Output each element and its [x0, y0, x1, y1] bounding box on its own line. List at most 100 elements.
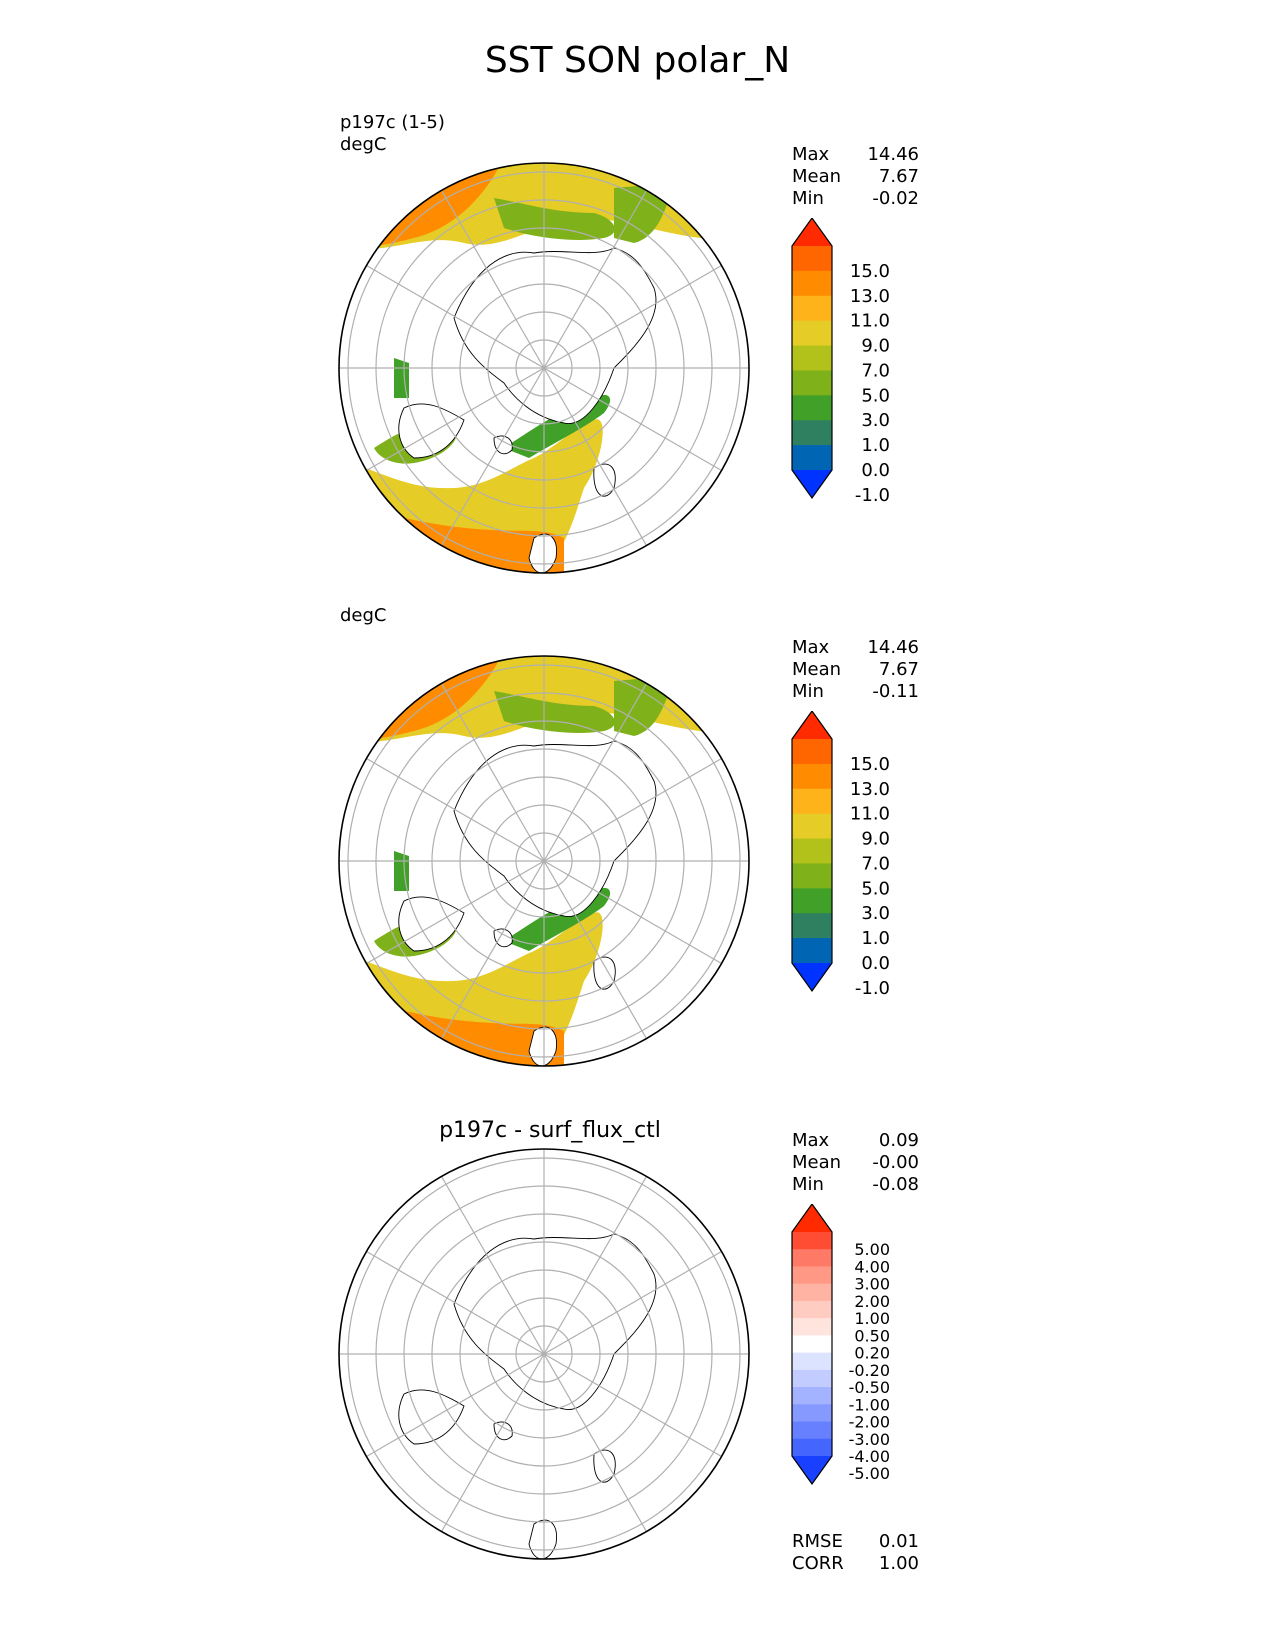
colorbar: 15.0 13.0 11.0 9.0 7.0 5.0 3.0 1.0 0.0 -1.0: [791, 218, 890, 506]
colorbar-segment: [792, 763, 832, 790]
colorbar-tick-label: 9.0: [861, 829, 890, 850]
meridian-line: [366, 1250, 722, 1458]
panel-difference: p197c - surf_flux_ctl Max 0.09 Mean -0.00 …: [0, 1086, 1275, 1586]
stat-min: Min -0.08: [792, 1174, 919, 1195]
colorbar-segment: [792, 863, 832, 889]
panel-left-label: p197c (1-5) degC: [340, 112, 445, 155]
colorbar-tick-label: 11.0: [850, 311, 890, 332]
colorbar-segment: [792, 1266, 832, 1285]
stat-rmse: RMSE 0.01: [792, 1531, 919, 1552]
colorbar-tick-label: 3.00: [854, 1275, 890, 1294]
map-content: [339, 163, 749, 573]
colorbar-segment: [792, 813, 832, 840]
colorbar-tick-label: -1.0: [855, 485, 890, 506]
colorbar-segment: [792, 1283, 832, 1302]
colorbar-segment: [792, 888, 832, 914]
land-coastline: [593, 463, 616, 497]
colorbar-tick-label: 0.50: [854, 1326, 890, 1345]
colorbar-segment: [792, 838, 832, 864]
colorbar-tick-label: 9.0: [861, 336, 890, 357]
map-boundary: [338, 162, 750, 574]
colorbar-tick-label: -1.0: [855, 978, 890, 999]
colorbar-tick-label: -1.00: [849, 1395, 890, 1414]
stats-box: Max 0.09 Mean -0.00 Min -0.08: [792, 1130, 919, 1196]
colorbar-segment: [792, 1438, 832, 1457]
land-coastline: [453, 247, 657, 424]
colorbar-tick-label: 1.0: [861, 928, 890, 949]
colorbar-tick-label: 2.00: [854, 1292, 890, 1311]
colorbar-tick-label: 13.0: [850, 779, 890, 800]
colorbar-segment: [792, 246, 832, 272]
colorbar-segment: [792, 320, 832, 347]
colorbar-segment: [792, 1249, 832, 1267]
colorbar-tick-label: 7.0: [861, 360, 890, 381]
colorbar-segment: [792, 1318, 832, 1336]
stat-max: Max 0.09: [792, 1130, 919, 1151]
land-coastline: [453, 740, 657, 917]
colorbar-segment: [792, 1232, 832, 1250]
land-coastline: [493, 928, 513, 948]
meridian-line: [366, 757, 722, 965]
colorbar-segment: [792, 1387, 832, 1405]
colorbar-segment: [792, 788, 832, 815]
colorbar-extend-top: [792, 218, 832, 246]
colorbar-extend-top: [792, 1204, 832, 1232]
colorbar-tick-label: -0.20: [849, 1361, 890, 1380]
land-coastline: [593, 956, 616, 990]
polar-map: [338, 655, 750, 1067]
land-coastline: [493, 1421, 513, 1441]
colorbar-tick-label: 0.0: [861, 460, 890, 481]
land-coastline: [593, 1449, 616, 1483]
panel-reference: degC Max 14.46 Mean 7.67 Min -0.11 15.0 13.0…: [0, 593, 1275, 1093]
colorbar-tick-label: 0.0: [861, 953, 890, 974]
colorbar-segment: [792, 1369, 832, 1388]
stats-extra: RMSE 0.01 CORR 1.00: [792, 1531, 919, 1575]
stat-max: Max 14.46: [792, 637, 919, 658]
colorbar-tick-label: 15.0: [850, 754, 890, 775]
colorbar-segment: [792, 445, 832, 471]
colorbar-tick-label: -3.00: [849, 1430, 890, 1449]
land-coastline: [493, 435, 513, 455]
map-content: [339, 656, 749, 1066]
colorbar-outline: [791, 711, 833, 993]
stat-mean: Mean 7.67: [792, 166, 919, 187]
colorbar-extend-bottom: [792, 1456, 832, 1484]
colorbar-tick-label: 11.0: [850, 804, 890, 825]
meridian-line: [366, 264, 722, 472]
polar-map: [338, 162, 750, 574]
colorbar-segment: [792, 1352, 832, 1371]
colorbar-tick-label: 13.0: [850, 286, 890, 307]
stat-min: Min -0.02: [792, 188, 919, 209]
colorbar-tick-label: 5.00: [854, 1240, 890, 1259]
colorbar-segment: [792, 345, 832, 371]
difference-title: p197c - surf_flux_ctl: [439, 1118, 661, 1143]
colorbar-segment: [792, 370, 832, 396]
polar-map: [338, 1148, 750, 1560]
land-coastline: [398, 403, 465, 459]
colorbar-segment: [792, 270, 832, 297]
colorbar-segment: [792, 938, 832, 964]
colorbar-tick-label: 1.0: [861, 435, 890, 456]
colorbar-tick-label: 3.0: [861, 410, 890, 431]
sst-hudson: [394, 851, 409, 891]
colorbar-tick-label: 1.00: [854, 1309, 890, 1328]
panel-test: p197c (1-5) degC Max 14.46 Mean 7.67 Min -0…: [0, 100, 1275, 600]
colorbar-segment: [792, 1300, 832, 1319]
stat-mean: Mean -0.00: [792, 1152, 919, 1173]
colorbar-segment: [792, 395, 832, 421]
stat-mean: Mean 7.67: [792, 659, 919, 680]
colorbar-tick-label: -2.00: [849, 1413, 890, 1432]
map-boundary: [338, 1148, 750, 1560]
colorbar-tick-label: 5.0: [861, 878, 890, 899]
stats-box: Max 14.46 Mean 7.67 Min -0.02: [792, 144, 919, 210]
stat-min: Min -0.11: [792, 681, 919, 702]
stats-box: Max 14.46 Mean 7.67 Min -0.11: [792, 637, 919, 703]
colorbar-tick-label: 0.20: [854, 1344, 890, 1363]
colorbar: 5.004.003.002.001.000.500.20-0.20-0.50-1…: [791, 1204, 890, 1486]
colorbar-segment: [792, 913, 832, 939]
land-coastline: [453, 1233, 657, 1410]
colorbar-tick-label: 15.0: [850, 261, 890, 282]
colorbar-extend-top: [792, 711, 832, 739]
colorbar-tick-label: -4.00: [849, 1447, 890, 1466]
colorbar-outline: [791, 218, 833, 500]
